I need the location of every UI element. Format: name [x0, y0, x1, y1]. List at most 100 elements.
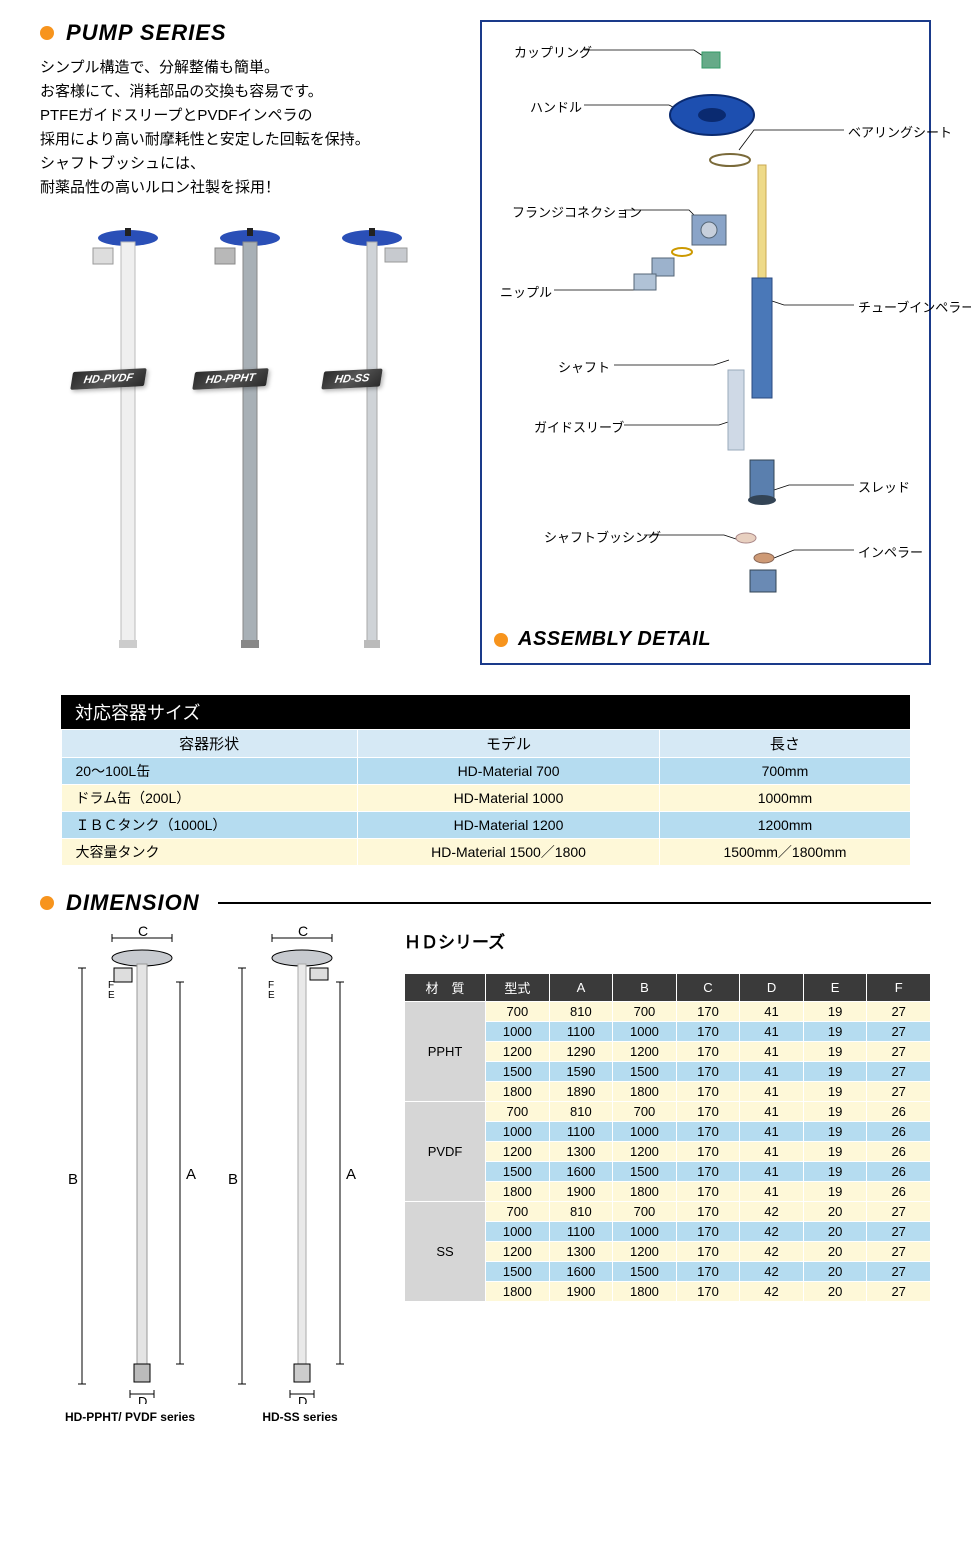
- table-cell: 19: [803, 1142, 867, 1162]
- table-cell: 170: [676, 1282, 740, 1302]
- desc-line: シャフトブッシュには、: [40, 152, 460, 176]
- label-shaft-bushing: シャフトブッシング: [544, 527, 661, 546]
- table-cell: 27: [867, 1082, 931, 1102]
- table-cell: 27: [867, 1022, 931, 1042]
- table-cell: HD-Material 1000: [357, 785, 660, 812]
- table-cell: 1200mm: [660, 812, 910, 839]
- table-cell: 27: [867, 1282, 931, 1302]
- pump-pvdf-icon: [73, 220, 183, 650]
- table-cell: 1000: [486, 1022, 550, 1042]
- table-cell: 27: [867, 1242, 931, 1262]
- table-cell: 42: [740, 1222, 804, 1242]
- table-row: 大容量タンクHD-Material 1500／18001500mm／1800mm: [61, 839, 910, 866]
- table-row: PPHT700810700170411927: [405, 1002, 931, 1022]
- label-tube-impeller: チューブインペラー: [858, 297, 971, 316]
- table-cell: 170: [676, 1142, 740, 1162]
- table-cell: 170: [676, 1262, 740, 1282]
- desc-line: お客様にて、消耗部品の交換も容易です。: [40, 80, 460, 104]
- table-cell: 170: [676, 1062, 740, 1082]
- dimension-drawing-svg: C F E B: [40, 924, 380, 1404]
- pump-ppht-icon: [195, 220, 305, 650]
- label-guide-sleeve: ガイドスリーブ: [534, 417, 624, 436]
- table-cell: 1500: [486, 1062, 550, 1082]
- table-cell: 700: [486, 1002, 550, 1022]
- table-cell: 19: [803, 1002, 867, 1022]
- table-cell: 42: [740, 1282, 804, 1302]
- table-cell: 41: [740, 1122, 804, 1142]
- label-impeller: インペラー: [858, 542, 923, 561]
- label-handle: ハンドル: [530, 97, 582, 116]
- table-cell: 1000mm: [660, 785, 910, 812]
- table-cell: 1500: [613, 1062, 677, 1082]
- label-coupling: カップリング: [514, 42, 592, 61]
- table-cell: 19: [803, 1122, 867, 1142]
- svg-text:B: B: [68, 1171, 78, 1188]
- table-header: 材 質: [405, 974, 486, 1002]
- table-cell: ドラム缶（200L）: [61, 785, 357, 812]
- svg-text:B: B: [228, 1171, 238, 1188]
- table-cell: 1100: [549, 1222, 613, 1242]
- table-cell: 1900: [549, 1282, 613, 1302]
- table-cell: 1000: [613, 1022, 677, 1042]
- label-nipple: ニップル: [500, 282, 552, 301]
- table-row: 20～100L缶HD-Material 700700mm: [61, 758, 910, 785]
- dimension-drawings: C F E B: [40, 924, 380, 1424]
- table-header: A: [549, 974, 613, 1002]
- table-cell: 19: [803, 1102, 867, 1122]
- table-cell: 19: [803, 1022, 867, 1042]
- svg-text:D: D: [298, 1394, 307, 1404]
- table-cell: 1500mm／1800mm: [660, 839, 910, 866]
- assembly-title: ASSEMBLY DETAIL: [494, 628, 917, 651]
- table-header: 型式: [486, 974, 550, 1002]
- table-cell: 1290: [549, 1042, 613, 1062]
- table-cell: 170: [676, 1002, 740, 1022]
- container-size-table: 対応容器サイズ 容器形状 モデル 長さ 20～100L缶HD-Material …: [61, 695, 911, 866]
- table-cell: 41: [740, 1102, 804, 1122]
- table-cell: 1200: [486, 1042, 550, 1062]
- pump-series-title-text: PUMP SERIES: [66, 20, 227, 46]
- table-cell: 700: [613, 1002, 677, 1022]
- label-flange-conn: フランジコネクション: [512, 202, 642, 221]
- bullet-icon: [40, 896, 54, 910]
- table-cell: 1200: [486, 1242, 550, 1262]
- table-cell: 27: [867, 1062, 931, 1082]
- table-cell: 42: [740, 1202, 804, 1222]
- table-cell: 1200: [613, 1042, 677, 1062]
- divider-line: [218, 902, 931, 904]
- table-cell: 700: [613, 1102, 677, 1122]
- table-cell: 1900: [549, 1182, 613, 1202]
- table-row: PVDF700810700170411926: [405, 1102, 931, 1122]
- table-cell: 41: [740, 1062, 804, 1082]
- table-cell: 26: [867, 1142, 931, 1162]
- table-cell: 1000: [613, 1222, 677, 1242]
- table-cell: 170: [676, 1082, 740, 1102]
- table-cell: 170: [676, 1122, 740, 1142]
- table-cell: 170: [676, 1102, 740, 1122]
- table-cell: 700: [613, 1202, 677, 1222]
- table-cell: 19: [803, 1162, 867, 1182]
- table-cell: 41: [740, 1042, 804, 1062]
- table-cell: 1100: [549, 1022, 613, 1042]
- pump-series-title: PUMP SERIES: [40, 20, 460, 46]
- table-cell: 42: [740, 1242, 804, 1262]
- assembly-title-text: ASSEMBLY DETAIL: [518, 628, 711, 651]
- table-cell: 1200: [486, 1142, 550, 1162]
- table-cell: 1600: [549, 1262, 613, 1282]
- table-cell: 700mm: [660, 758, 910, 785]
- table-cell: 170: [676, 1022, 740, 1042]
- pump-ppht: HD-PPHT: [195, 220, 305, 388]
- table-row: ドラム缶（200L）HD-Material 10001000mm: [61, 785, 910, 812]
- table-header: B: [613, 974, 677, 1002]
- assembly-detail-section: カップリング ハンドル ベアリングシート フランジコネクション ニップル チュー…: [480, 20, 931, 665]
- table-cell: 19: [803, 1062, 867, 1082]
- table-cell: 170: [676, 1162, 740, 1182]
- desc-line: PTFEガイドスリープとPVDFインペラの: [40, 104, 460, 128]
- table-cell: 41: [740, 1162, 804, 1182]
- table-cell: 1500: [486, 1262, 550, 1282]
- table-cell: 41: [740, 1022, 804, 1042]
- svg-text:E: E: [268, 990, 275, 1001]
- assembly-diagram: カップリング ハンドル ベアリングシート フランジコネクション ニップル チュー…: [494, 30, 917, 620]
- table-cell: 20: [803, 1202, 867, 1222]
- table-cell: 170: [676, 1042, 740, 1062]
- pump-ss: HD-SS: [317, 220, 427, 388]
